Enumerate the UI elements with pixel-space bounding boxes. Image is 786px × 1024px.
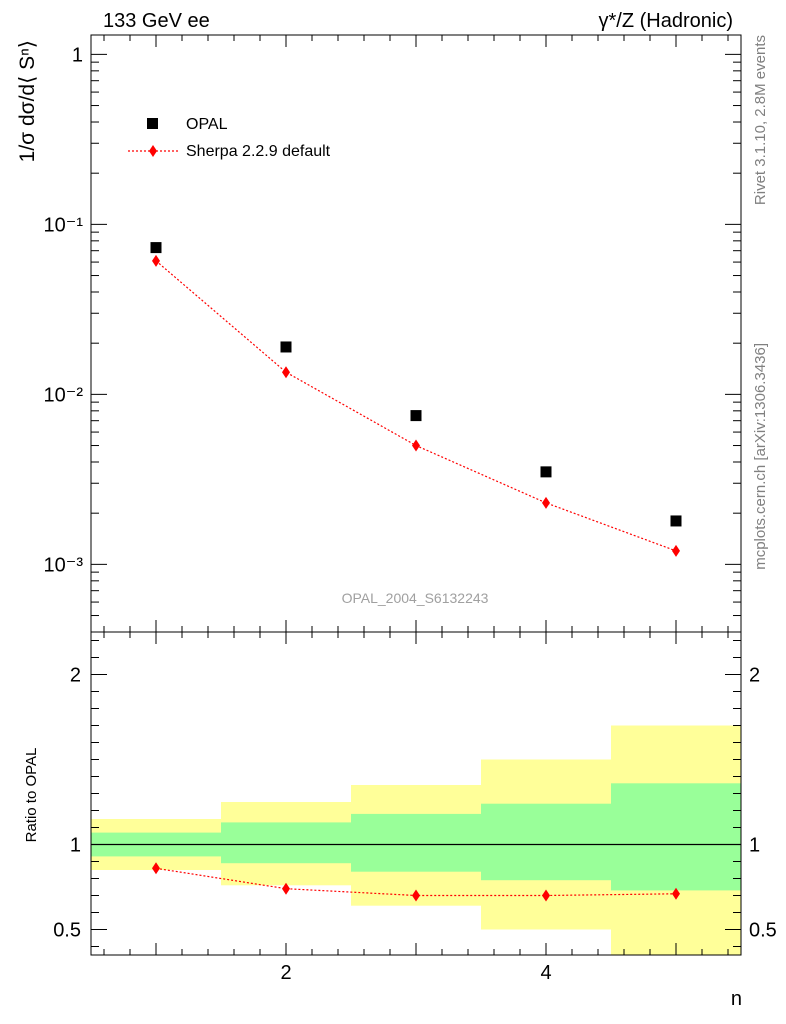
opal-point-3 xyxy=(410,410,422,422)
green-band-3 xyxy=(351,813,481,872)
legend: OPAL Sherpa 2.2.9 default xyxy=(128,116,331,160)
main-ytick-label: 10⁻¹ xyxy=(44,214,84,236)
green-band-4 xyxy=(481,803,611,881)
ratio-sherpa-point-2 xyxy=(282,882,290,895)
legend-sherpa-marker xyxy=(149,145,157,157)
sherpa-point-3 xyxy=(412,439,420,452)
main-ytick-label: 10⁻³ xyxy=(44,554,84,576)
axes-layer xyxy=(90,34,742,956)
ratio-ytick-label-left: 0.5 xyxy=(53,920,81,942)
main-ytick-label: 10⁻² xyxy=(44,384,84,406)
ratio-ytick-label-right: 0.5 xyxy=(749,920,777,942)
ratio-y-axis-label: Ratio to OPAL xyxy=(23,748,40,843)
x-tick-label: 4 xyxy=(540,962,551,984)
ratio-sherpa-point-3 xyxy=(412,889,420,902)
sherpa-point-2 xyxy=(282,366,290,379)
legend-opal-marker xyxy=(147,118,158,129)
ratio-ytick-label-left: 2 xyxy=(70,665,81,687)
ratio-ytick-label-right: 2 xyxy=(749,665,760,687)
analysis-watermark: OPAL_2004_S6132243 xyxy=(342,590,489,606)
opal-point-5 xyxy=(670,515,682,527)
ratio-sherpa-point-5 xyxy=(672,887,680,900)
green-band-5 xyxy=(611,783,741,891)
legend-opal-label: OPAL xyxy=(186,116,228,133)
green-band-2 xyxy=(221,822,351,864)
x-axis-label: n xyxy=(731,988,742,1010)
ratio-sherpa-point-4 xyxy=(542,889,550,902)
ratio-series-layer xyxy=(152,862,680,902)
sherpa-point-5 xyxy=(672,544,680,557)
mcplots-reference-label: mcplots.cern.ch [arXiv:1306.3436] xyxy=(752,343,769,570)
opal-point-2 xyxy=(280,341,292,353)
sherpa-line xyxy=(155,260,677,552)
rivet-version-label: Rivet 3.1.10, 2.8M events xyxy=(752,35,769,205)
header-right-label: γ*/Z (Hadronic) xyxy=(599,10,733,32)
ratio-ytick-label-right: 1 xyxy=(749,835,760,857)
sherpa-point-1 xyxy=(152,254,160,267)
main-y-axis-label: 1/σ dσ/d⟨ Sⁿ⟩ xyxy=(16,40,39,162)
opal-point-4 xyxy=(540,466,552,478)
main-series-layer xyxy=(150,242,682,557)
ratio-ytick-label-left: 1 xyxy=(70,835,81,857)
ratio-sherpa-point-1 xyxy=(152,862,160,875)
opal-point-1 xyxy=(150,242,162,254)
header-left-label: 133 GeV ee xyxy=(103,10,210,32)
sherpa-point-4 xyxy=(542,496,550,509)
x-tick-label: 2 xyxy=(280,962,291,984)
legend-sherpa-label: Sherpa 2.2.9 default xyxy=(186,143,331,160)
ratio-uncertainty-bands xyxy=(91,725,741,955)
main-ytick-label: 1 xyxy=(72,44,83,66)
tick-labels-layer: 10⁻³ 10⁻² 10⁻¹ 1 2 4 0.5 0.5 1 1 2 2 xyxy=(44,44,777,984)
